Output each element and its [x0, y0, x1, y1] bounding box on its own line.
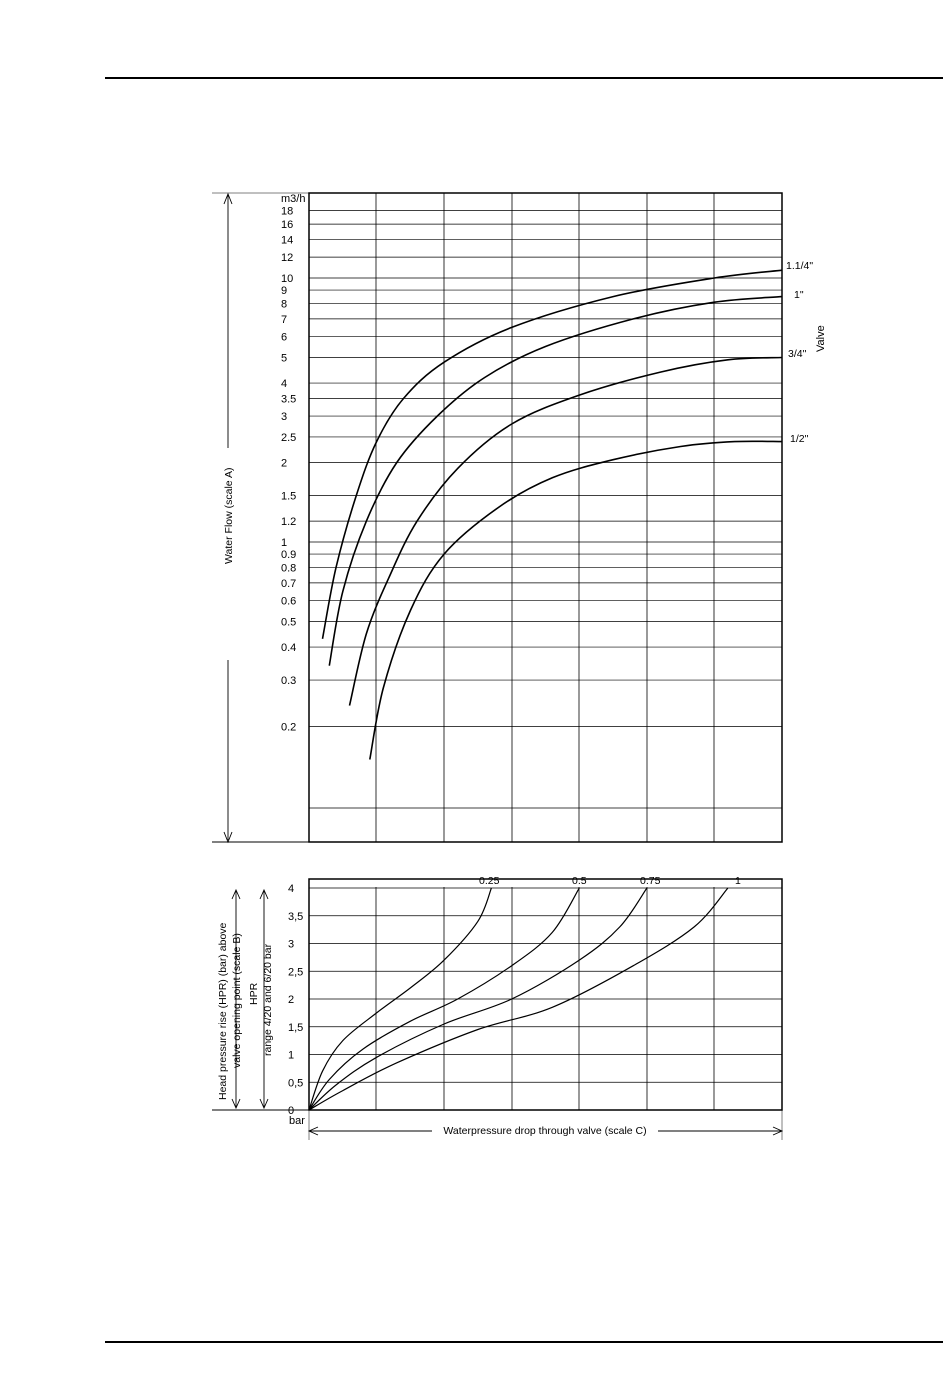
y-tick-label: 3.5 — [281, 393, 296, 405]
water-flow-series — [321, 269, 783, 760]
y-tick-label: 0.2 — [281, 722, 296, 734]
arrow-head — [259, 1098, 269, 1110]
y-tick-label: 0.6 — [281, 596, 296, 608]
valve-legend: 1.1/4" 1" 3/4" 1/2" — [786, 260, 813, 445]
y-tick-label: 1,5 — [288, 1022, 303, 1034]
head-pressure-axis-label-line: Head pressure rise (HPR) (bar) above — [217, 922, 229, 1100]
head-pressure-plot-frame — [308, 878, 783, 1111]
y-tick-label: 18 — [281, 206, 293, 218]
valve-legend-title: Valve — [815, 325, 827, 352]
y-tick-label: 4 — [281, 378, 287, 390]
y-tick-label: 5 — [281, 352, 287, 364]
series-label: 0.5 — [572, 875, 587, 887]
y-tick-label: 10 — [281, 273, 293, 285]
y-tick-label: 12 — [281, 252, 293, 264]
water-flow-plot-frame — [308, 192, 783, 843]
y-tick-label: 0.5 — [281, 616, 296, 628]
series-label: 0.75 — [640, 875, 661, 887]
y-tick-label: 0.4 — [281, 642, 296, 654]
y-tick-label: 6 — [281, 332, 287, 344]
head-pressure-grid — [309, 887, 782, 1111]
arrow-head — [259, 888, 269, 900]
y-tick-label: 2 — [288, 994, 294, 1006]
series-line — [348, 356, 783, 706]
series-label: 1 — [735, 875, 741, 887]
y-tick-label: 2,5 — [288, 966, 303, 978]
y-tick-label: 0,5 — [288, 1077, 303, 1089]
hpr-range-axis-label-line: HPR — [248, 982, 260, 1005]
y-tick-label: 0.3 — [281, 675, 296, 687]
legend-entry: 1.1/4" — [786, 260, 813, 272]
y-tick-label: 1 — [281, 537, 287, 549]
series-line — [308, 887, 492, 1111]
y-tick-label: 0.7 — [281, 578, 296, 590]
y-tick-label: 1.5 — [281, 491, 296, 503]
series-line — [308, 887, 580, 1111]
y-tick-label: 2 — [281, 458, 287, 470]
y-tick-label: 7 — [281, 314, 287, 326]
series-line — [308, 887, 729, 1111]
water-flow-axis-arrow — [212, 192, 309, 844]
y-tick-label: 4 — [288, 883, 294, 895]
series-label: 0.25 — [479, 875, 500, 887]
head-pressure-series — [308, 887, 729, 1111]
series-line — [321, 269, 783, 639]
head-pressure-axis-label-line: valve opening point (scale B) — [231, 933, 243, 1068]
hpr-range-axis-label-line: range 4/20 and 6/20 bar — [262, 943, 274, 1056]
legend-entry: 1" — [794, 289, 804, 301]
series-line — [308, 887, 648, 1111]
y-tick-label: 0 — [288, 1105, 294, 1117]
x-origin-unit-label: bar — [289, 1115, 305, 1127]
water-flow-unit-label: m3/h — [281, 193, 305, 205]
header-rule — [105, 77, 943, 79]
footer-rule — [105, 1341, 943, 1343]
series-line — [328, 295, 783, 666]
y-tick-label: 14 — [281, 234, 293, 246]
y-tick-label: 1.2 — [281, 516, 296, 528]
head-pressure-axis-arrows — [212, 888, 784, 1140]
head-pressure-series-labels: 0.25 0.5 0.75 1 — [479, 875, 741, 887]
arrow-head — [231, 888, 241, 900]
arrow-head — [231, 1098, 241, 1110]
y-tick-label: 0.8 — [281, 563, 296, 575]
pressure-drop-axis-label: Waterpressure drop through valve (scale … — [443, 1125, 646, 1137]
y-tick-label: 9 — [281, 285, 287, 297]
y-tick-label: 8 — [281, 299, 287, 311]
arrow-head — [223, 192, 233, 205]
y-tick-label: 3 — [281, 411, 287, 423]
legend-entry: 3/4" — [788, 348, 807, 360]
legend-entry: 1/2" — [790, 433, 809, 445]
y-tick-label: 1 — [288, 1050, 294, 1062]
y-tick-label: 0.9 — [281, 549, 296, 561]
series-line — [369, 440, 783, 760]
y-tick-label: 2.5 — [281, 432, 296, 444]
axis-label-backdrop — [432, 1123, 658, 1137]
y-tick-label: 3,5 — [288, 911, 303, 923]
y-tick-label: 3 — [288, 939, 294, 951]
head-pressure-y-ticks: 4 3,5 3 2,5 2 1,5 1 0,5 0 — [288, 883, 303, 1117]
water-flow-grid — [309, 193, 782, 842]
y-tick-label: 16 — [281, 219, 293, 231]
water-flow-axis-label: Water Flow (scale A) — [223, 468, 235, 564]
head-pressure-chart: 4 3,5 3 2,5 2 1,5 1 0,5 0 0.25 0.5 0.75 1 bar Water… — [212, 875, 784, 1140]
